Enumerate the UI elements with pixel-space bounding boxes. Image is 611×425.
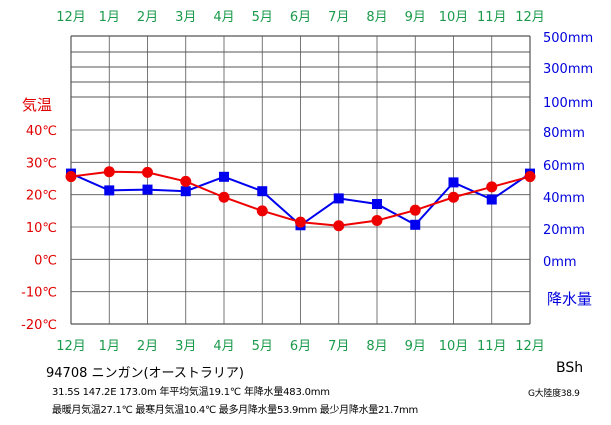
temperature-point	[218, 191, 230, 203]
top-month-label: 4月	[213, 10, 234, 25]
top-month-label: 6月	[290, 10, 311, 25]
precipitation-point	[104, 185, 115, 196]
precipitation-point	[448, 177, 459, 188]
precipitation-tick-label: 40mm	[543, 191, 585, 206]
precipitation-point	[257, 186, 268, 197]
station-id-name: 94708 ニンガン(オーストラリア)	[46, 366, 244, 381]
climate-code: BSh	[556, 360, 584, 376]
top-month-labels: 12月 1月 2月 3月 4月 5月 6月 7月 8月 9月 10月 11月 12月	[56, 10, 545, 25]
bottom-month-label: 12月	[515, 339, 545, 354]
bottom-month-label: 3月	[175, 339, 196, 354]
temperature-tick-label: -20℃	[21, 318, 57, 333]
temperature-tick-label: -10℃	[21, 286, 57, 301]
temperature-point	[333, 220, 345, 232]
bottom-month-label: 9月	[405, 339, 426, 354]
temperature-tick-label: 20℃	[26, 189, 57, 204]
temperature-point	[371, 215, 383, 227]
bottom-month-labels: 12月 1月 2月 3月 4月 5月 6月 7月 8月 9月 10月 11月 12月	[56, 339, 545, 354]
bottom-month-label: 6月	[290, 339, 311, 354]
precipitation-point	[219, 171, 229, 182]
series-layer	[65, 166, 536, 232]
precipitation-point	[180, 186, 191, 197]
temperature-point	[65, 171, 77, 183]
temperature-point	[103, 166, 115, 178]
temperature-tick-label: 30℃	[26, 156, 57, 171]
bottom-month-label: 8月	[366, 339, 387, 354]
temperature-point	[142, 166, 153, 178]
temperature-point	[256, 205, 268, 217]
precipitation-tick-label: 80mm	[543, 126, 585, 141]
bottom-month-label: 4月	[213, 339, 234, 354]
precipitation-point	[333, 193, 344, 204]
precipitation-point	[142, 184, 153, 195]
bottom-month-label: 5月	[252, 339, 273, 354]
temperature-tick-label: 0℃	[34, 253, 57, 268]
precipitation-point	[486, 194, 497, 205]
top-month-label: 3月	[175, 10, 196, 25]
temperature-point	[409, 204, 421, 216]
temperature-point	[295, 216, 306, 228]
precipitation-tick-label: 500mm	[543, 31, 593, 46]
temperature-tick-label: 10℃	[26, 221, 57, 236]
top-month-label: 11月	[477, 10, 507, 25]
top-month-label: 12月	[56, 10, 86, 25]
temperature-point	[180, 175, 192, 187]
top-month-label: 12月	[515, 10, 545, 25]
temperature-point	[448, 191, 459, 203]
precipitation-tick-label: 0mm	[543, 255, 577, 270]
continentality-index: G大陸度38.9	[528, 389, 580, 399]
bottom-month-label: 7月	[328, 339, 349, 354]
precipitation-point	[410, 219, 421, 230]
top-month-label: 8月	[366, 10, 387, 25]
bottom-month-label: 11月	[477, 339, 507, 354]
temperature-axis-title: 気温	[22, 96, 52, 114]
precipitation-tick-label: 100mm	[543, 96, 593, 111]
top-month-label: 7月	[328, 10, 349, 25]
station-location-summary: 31.5S 147.2E 173.0m 年平均気温19.1℃ 年降水量483.0…	[52, 387, 330, 398]
chart-grid	[70, 35, 531, 325]
precipitation-tick-label: 300mm	[543, 62, 593, 77]
bottom-month-label: 2月	[137, 339, 158, 354]
precipitation-axis-title: 降水量	[547, 290, 592, 308]
top-month-label: 5月	[252, 10, 273, 25]
bottom-month-label: 1月	[99, 339, 120, 354]
bottom-month-label: 12月	[56, 339, 86, 354]
precipitation-axis: 500mm 300mm 100mm 80mm 60mm 40mm 20mm 0mm 降水量	[543, 31, 593, 308]
temperature-tick-label: 40℃	[26, 124, 57, 139]
station-extremes-summary: 最暖月気温27.1℃ 最寒月気温10.4℃ 最多月降水量53.9mm 最少月降水…	[52, 405, 418, 416]
precipitation-tick-label: 20mm	[543, 223, 585, 238]
temperature-axis: 気温 40℃ 30℃ 20℃ 10℃ 0℃ -10℃ -20℃	[21, 96, 57, 333]
top-month-label: 2月	[137, 10, 158, 25]
precipitation-point	[372, 199, 382, 209]
top-month-label: 9月	[405, 10, 426, 25]
temperature-point	[524, 171, 536, 183]
bottom-month-label: 10月	[439, 339, 469, 354]
temperature-point	[486, 181, 498, 193]
top-month-label: 1月	[99, 10, 120, 25]
precipitation-tick-label: 60mm	[543, 159, 585, 174]
top-month-label: 10月	[439, 10, 469, 25]
